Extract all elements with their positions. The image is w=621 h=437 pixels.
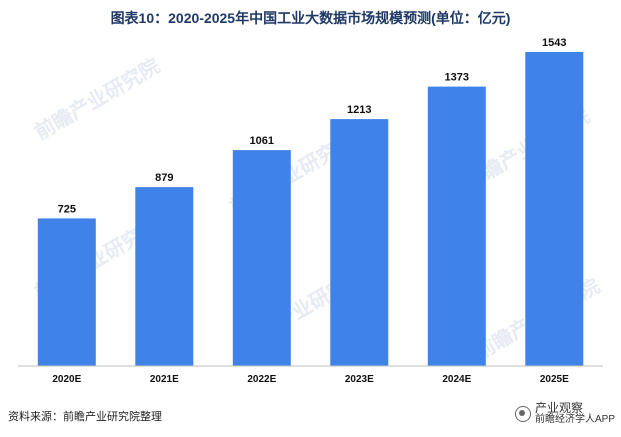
data-label-2020E: 725 — [58, 203, 76, 215]
bar-2024E — [427, 86, 486, 366]
brand-text: 产业观察 前瞻经济学人APP — [535, 402, 615, 426]
x-tick-2020E: 2020E — [52, 374, 81, 385]
bar-2020E — [37, 218, 96, 366]
chart-title: 图表10：2020-2025年中国工业大数据市场规模预测(单位：亿元) — [110, 10, 511, 26]
wechat-icon — [514, 406, 531, 422]
x-tick-2022E: 2022E — [247, 374, 276, 385]
bar-2022E — [232, 150, 291, 366]
brand-line1: 产业观察 — [534, 401, 583, 415]
brand-line2: 前瞻经济学人APP — [534, 414, 615, 425]
x-tick-2021E: 2021E — [150, 374, 179, 385]
x-tick-2023E: 2023E — [345, 374, 374, 385]
data-label-2023E: 1213 — [347, 104, 371, 116]
source-note: 资料来源：前瞻产业研究院整理 — [8, 411, 162, 423]
bar-2021E — [135, 187, 194, 366]
x-tick-labels: 2020E 2021E 2022E 2023E 2024E 2025E — [52, 374, 569, 385]
x-tick-2024E: 2024E — [442, 374, 471, 385]
x-tick-2025E: 2025E — [540, 374, 569, 385]
watermark-text: 前瞻产业研究院 — [31, 54, 164, 145]
data-label-2024E: 1373 — [445, 72, 469, 84]
data-label-2025E: 1543 — [542, 37, 566, 49]
watermark-layer: 前瞻产业研究院 前瞻产业研究院 前瞻产业研究院 前瞻产业研究院 前瞻产业研究院 … — [31, 54, 604, 365]
bar-2025E — [525, 52, 584, 366]
bar-2023E — [330, 119, 389, 366]
bars-group: 725 879 1061 1213 1373 1543 — [37, 37, 584, 366]
data-label-2022E: 1061 — [250, 135, 274, 147]
brand-badge: 产业观察 前瞻经济学人APP — [514, 402, 615, 426]
data-label-2021E: 879 — [155, 172, 173, 184]
